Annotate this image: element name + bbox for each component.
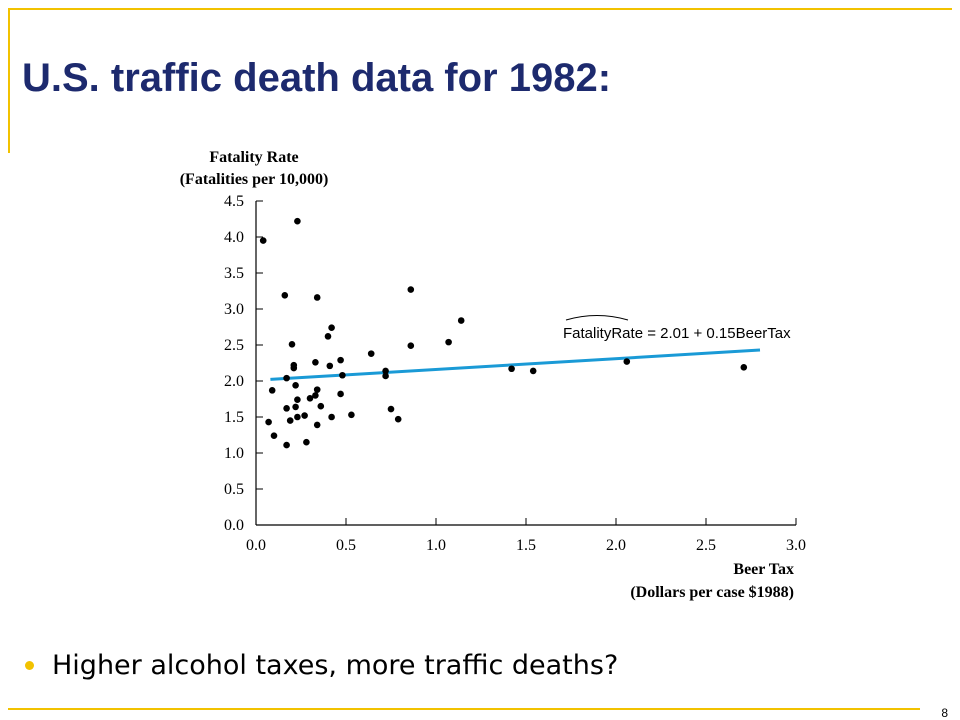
data-point bbox=[337, 356, 344, 364]
data-point bbox=[281, 292, 289, 299]
data-point bbox=[259, 237, 267, 244]
data-point bbox=[294, 413, 301, 421]
data-point bbox=[303, 438, 310, 446]
data-point bbox=[265, 418, 272, 426]
data-point bbox=[445, 338, 452, 346]
x-axis-label-units: (Dollars per case $1988) bbox=[630, 584, 794, 601]
data-point bbox=[387, 405, 395, 413]
y-axis-label: Fatality Rate bbox=[209, 149, 298, 166]
slide-title: U.S. traffic death data for 1982: bbox=[22, 56, 612, 100]
x-tick-label: 1.0 bbox=[426, 537, 446, 554]
data-point bbox=[407, 342, 415, 350]
y-axis-label-units: (Fatalities per 10,000) bbox=[180, 171, 329, 188]
y-tick-label: 2.5 bbox=[224, 337, 244, 354]
y-tick-label: 4.5 bbox=[224, 193, 244, 210]
page-number: 8 bbox=[941, 706, 948, 720]
data-point bbox=[348, 411, 355, 419]
data-point bbox=[324, 333, 332, 340]
data-point bbox=[288, 340, 296, 348]
data-point bbox=[268, 387, 276, 394]
y-tick-label: 3.5 bbox=[224, 265, 244, 282]
data-point bbox=[337, 390, 344, 398]
data-point bbox=[294, 217, 301, 225]
data-point bbox=[382, 372, 389, 380]
regression-line bbox=[270, 348, 761, 381]
data-point bbox=[313, 421, 321, 429]
x-tick-label: 1.5 bbox=[516, 537, 536, 554]
data-point bbox=[283, 374, 290, 382]
data-point bbox=[286, 417, 294, 424]
data-point bbox=[326, 362, 334, 370]
x-tick-label: 3.0 bbox=[786, 537, 806, 554]
data-point bbox=[457, 317, 465, 324]
x-tick-label: 0.5 bbox=[336, 537, 356, 554]
data-point bbox=[283, 441, 290, 449]
data-point bbox=[382, 367, 389, 375]
data-point bbox=[313, 294, 321, 301]
y-tick-label: 0.5 bbox=[224, 481, 244, 498]
data-point bbox=[312, 392, 319, 399]
hat-accent bbox=[565, 315, 629, 321]
left-rule bbox=[8, 8, 10, 153]
x-tick-label: 2.0 bbox=[606, 537, 626, 554]
regression-equation-label: FatalityRate = 2.01 + 0.15BeerTax bbox=[563, 325, 791, 342]
x-tick-label: 0.0 bbox=[246, 537, 266, 554]
data-point bbox=[508, 365, 515, 373]
data-point bbox=[270, 432, 278, 440]
data-point bbox=[306, 394, 314, 402]
bottom-rule bbox=[8, 708, 920, 710]
y-tick-label: 0.0 bbox=[224, 517, 244, 534]
bullet-dot-icon bbox=[25, 661, 34, 670]
data-point bbox=[283, 405, 290, 412]
y-tick-label: 3.0 bbox=[224, 301, 244, 318]
data-point bbox=[394, 415, 402, 423]
data-point bbox=[290, 364, 298, 372]
bullet-item: Higher alcohol taxes, more traffic death… bbox=[24, 650, 618, 681]
data-point bbox=[529, 367, 537, 375]
data-point bbox=[292, 403, 299, 411]
y-tick-label: 4.0 bbox=[224, 229, 244, 246]
y-tick-label: 1.5 bbox=[224, 409, 244, 426]
data-point bbox=[292, 382, 299, 389]
data-point bbox=[339, 371, 346, 379]
top-rule bbox=[8, 8, 952, 10]
data-point bbox=[367, 350, 375, 357]
y-tick-label: 2.0 bbox=[224, 373, 244, 390]
data-point bbox=[740, 364, 748, 371]
y-tick-label: 1.0 bbox=[224, 445, 244, 462]
data-point bbox=[313, 386, 321, 393]
bullet-text: Higher alcohol taxes, more traffic death… bbox=[52, 650, 619, 681]
data-point bbox=[312, 358, 319, 366]
data-point bbox=[328, 324, 335, 332]
data-point bbox=[328, 413, 335, 421]
x-axis-label: Beer Tax bbox=[733, 561, 794, 578]
data-point bbox=[294, 396, 301, 404]
data-point bbox=[407, 286, 415, 293]
x-tick-label: 2.5 bbox=[696, 537, 716, 554]
data-point bbox=[317, 402, 325, 410]
data-point bbox=[301, 412, 308, 419]
data-point bbox=[623, 358, 631, 365]
